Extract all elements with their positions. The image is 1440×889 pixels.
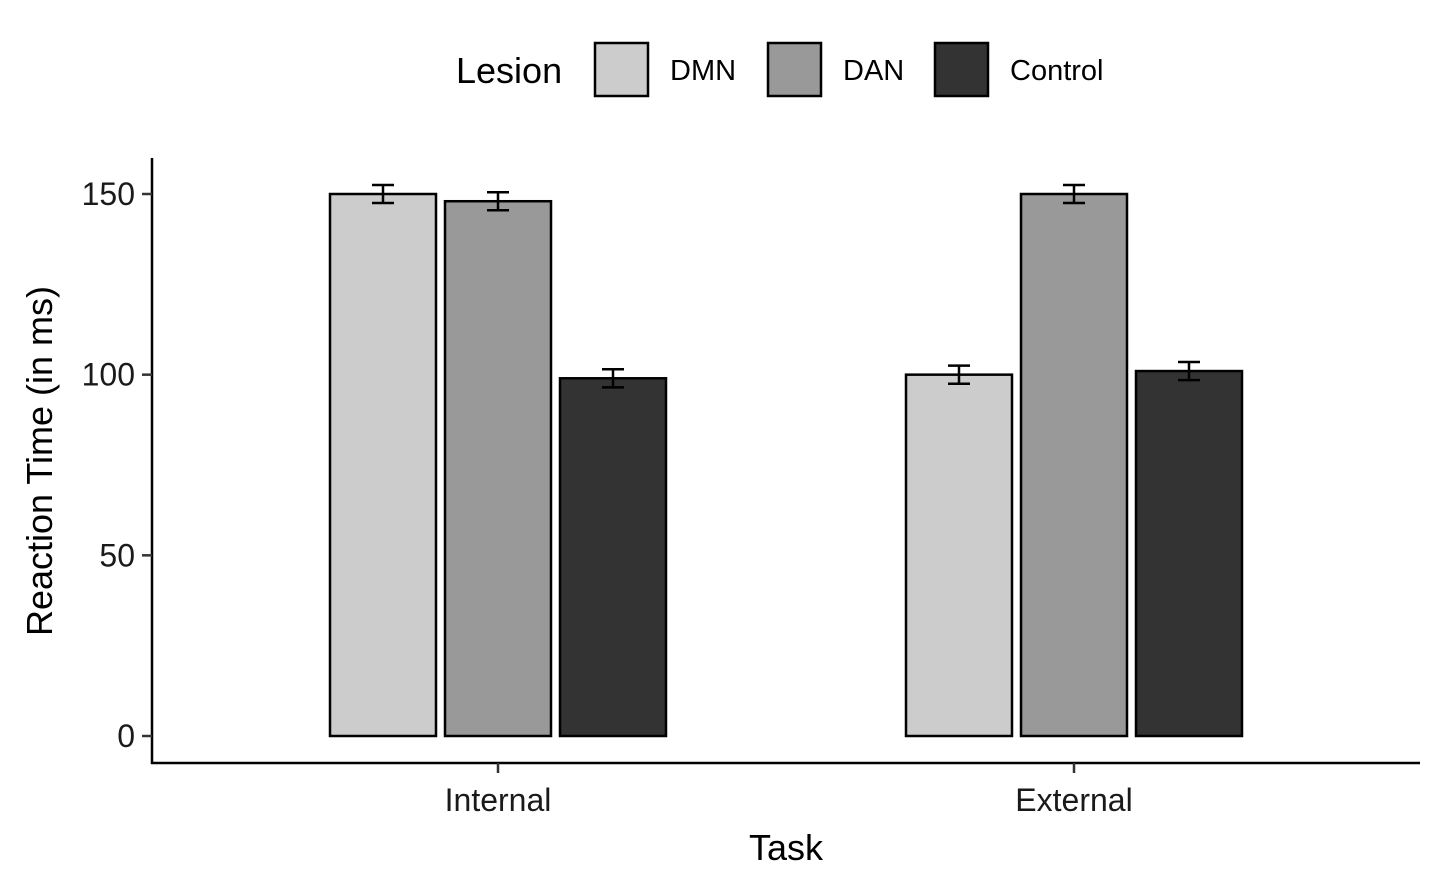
bar-internal-dmn xyxy=(328,192,438,738)
legend: Lesion DMN DAN Control xyxy=(456,41,1104,98)
y-tick-label: 100 xyxy=(82,357,135,393)
bar-external-dan xyxy=(1019,192,1129,738)
legend-label-control: Control xyxy=(1010,55,1104,87)
bar-internal-control xyxy=(558,377,668,738)
legend-title: Lesion xyxy=(456,50,562,91)
plot-area: 0 50 100 150 Internal External xyxy=(82,158,1420,818)
legend-label-dmn: DMN xyxy=(670,55,736,87)
y-tick-label: 0 xyxy=(117,718,135,754)
bar-internal-dan xyxy=(443,199,553,738)
y-tick-label: 150 xyxy=(82,176,135,212)
x-tick-label: External xyxy=(1015,782,1132,818)
x-tick-label: Internal xyxy=(445,782,552,818)
legend-key-control xyxy=(933,41,990,98)
legend-key-dmn xyxy=(593,41,650,98)
legend-label-dan: DAN xyxy=(843,55,904,87)
legend-key-dan xyxy=(766,41,823,98)
y-axis-title: Reaction Time (in ms) xyxy=(19,286,60,636)
x-axis-title: Task xyxy=(749,827,824,868)
y-tick-label: 50 xyxy=(99,537,135,573)
bar-external-control xyxy=(1134,369,1244,738)
bar-external-dmn xyxy=(904,373,1014,738)
